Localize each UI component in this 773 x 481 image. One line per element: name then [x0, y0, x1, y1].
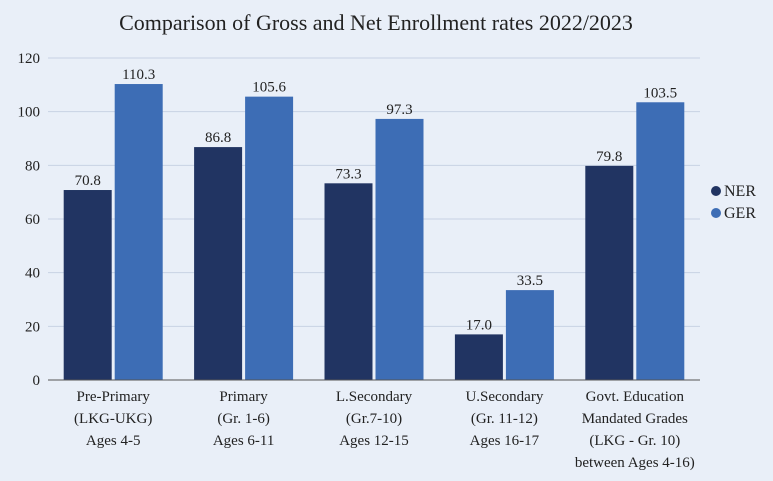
bar-ger	[375, 118, 424, 380]
x-axis: Pre-Primary (LKG-UKG) Ages 4-5 Primary (Gr. …	[74, 389, 695, 471]
data-label: 17.0	[466, 317, 492, 333]
category-label-line: Ages 16-17	[470, 433, 540, 449]
bar-ner	[194, 147, 243, 380]
data-label: 73.3	[335, 166, 361, 182]
category-label-line: Govt. Education	[586, 389, 685, 405]
category-label-line: (LKG-UKG)	[74, 411, 152, 427]
data-label: 97.3	[386, 102, 412, 118]
legend: NER GER	[711, 183, 756, 222]
category-label-line: Mandated Grades	[582, 411, 688, 427]
legend-marker	[711, 208, 721, 218]
category-label-line: L.Secondary	[336, 389, 413, 405]
y-tick-label: 0	[33, 373, 41, 389]
category-label-line: Ages 12-15	[339, 433, 409, 449]
category-label-line: (Gr. 1-6)	[217, 411, 270, 427]
category-label-line: (Gr.7-10)	[346, 411, 402, 427]
data-label: 110.3	[122, 67, 155, 83]
bar-ner	[585, 165, 634, 380]
chart-title: Comparison of Gross and Net Enrollment r…	[119, 10, 633, 35]
data-label: 70.8	[75, 173, 101, 189]
y-tick-label: 120	[18, 51, 41, 67]
data-label: 79.8	[596, 149, 622, 165]
bar-ner	[324, 183, 373, 380]
bar-ner	[454, 334, 503, 380]
category-label-line: Pre-Primary	[77, 389, 151, 405]
bars	[63, 84, 685, 381]
y-tick-label: 20	[25, 319, 40, 335]
data-labels: 70.8 110.3 86.8 105.6 73.3 97.3 17.0 33.5 79.8 10…	[75, 67, 678, 333]
category-label-line: U.Secondary	[465, 389, 543, 405]
data-label: 33.5	[517, 273, 543, 289]
legend-label: NER	[724, 183, 756, 200]
y-tick-label: 100	[18, 105, 41, 121]
category-label-line: Ages 6-11	[213, 433, 275, 449]
y-tick-label: 80	[25, 158, 40, 174]
category-label-line: between Ages 4-16)	[575, 455, 695, 471]
legend-marker	[711, 186, 721, 196]
y-axis: 0 20 40 60 80 100 120	[18, 51, 41, 389]
category-label-line: (Gr. 11-12)	[471, 411, 538, 427]
y-tick-label: 60	[25, 212, 40, 228]
bar-ger	[114, 84, 163, 381]
legend-label: GER	[724, 205, 756, 222]
y-tick-label: 40	[25, 266, 40, 282]
bar-ger	[245, 96, 294, 380]
bar-ner	[63, 190, 112, 380]
category-label-line: Ages 4-5	[86, 433, 141, 449]
bar-ger	[636, 102, 685, 381]
data-label: 105.6	[252, 80, 286, 96]
bar-ger	[505, 290, 554, 380]
data-label: 86.8	[205, 130, 231, 146]
category-label-line: Primary	[219, 389, 268, 405]
data-label: 103.5	[643, 85, 677, 101]
category-label-line: (LKG - Gr. 10)	[589, 433, 680, 449]
